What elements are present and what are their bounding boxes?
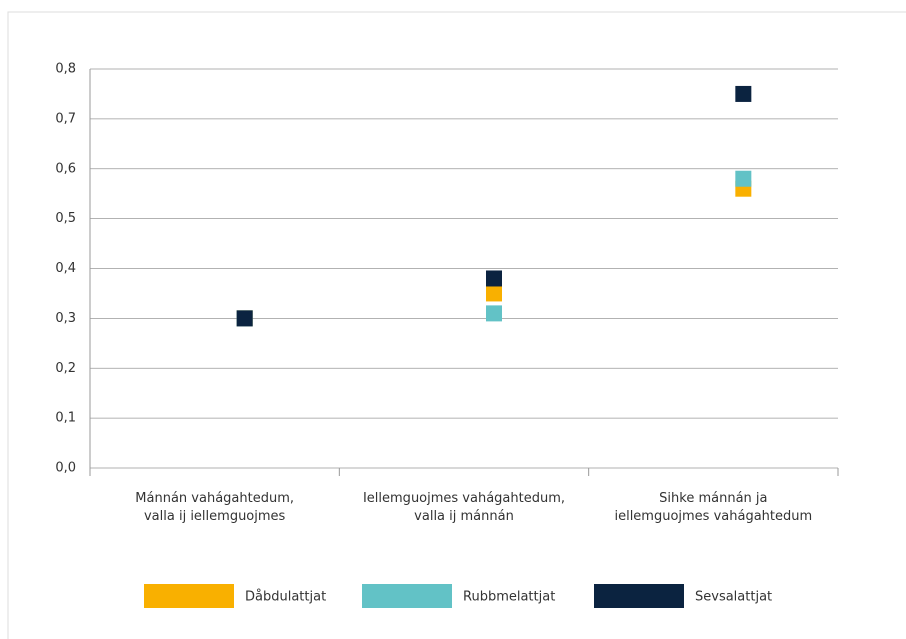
legend-label: Dåbdulattjat	[245, 590, 326, 605]
y-tick-label: 0,1	[55, 411, 76, 426]
x-tick-label: Iellemguojmes vahágahtedum, valla ij mán…	[362, 491, 566, 524]
y-tick-label: 0,8	[55, 62, 76, 77]
marker	[486, 305, 502, 322]
legend-label: Rubbmelattjat	[463, 590, 555, 605]
y-tick-label: 0,3	[55, 311, 76, 326]
marker	[486, 270, 502, 287]
marker	[486, 285, 502, 302]
legend-swatch	[362, 584, 452, 608]
y-tick-label: 0,5	[55, 211, 76, 226]
legend-swatch	[144, 584, 234, 608]
marker	[735, 85, 752, 102]
legend-swatch	[594, 584, 684, 608]
x-tick-label: Mánnán vahágahtedum, valla ij iellemguoj…	[135, 491, 295, 524]
marker	[236, 310, 253, 327]
y-tick-label: 0,2	[55, 361, 76, 376]
y-tick-label: 0,6	[55, 161, 76, 176]
marker	[735, 170, 752, 187]
y-tick-label: 0,0	[55, 461, 76, 476]
y-tick-label: 0,4	[55, 261, 76, 276]
x-tick-label: Sihke mánnán ja iellemguojmes vahágahted…	[614, 491, 813, 524]
frame	[7, 11, 906, 639]
y-tick-label: 0,7	[55, 111, 76, 126]
legend-label: Sevsalattjat	[695, 590, 772, 605]
